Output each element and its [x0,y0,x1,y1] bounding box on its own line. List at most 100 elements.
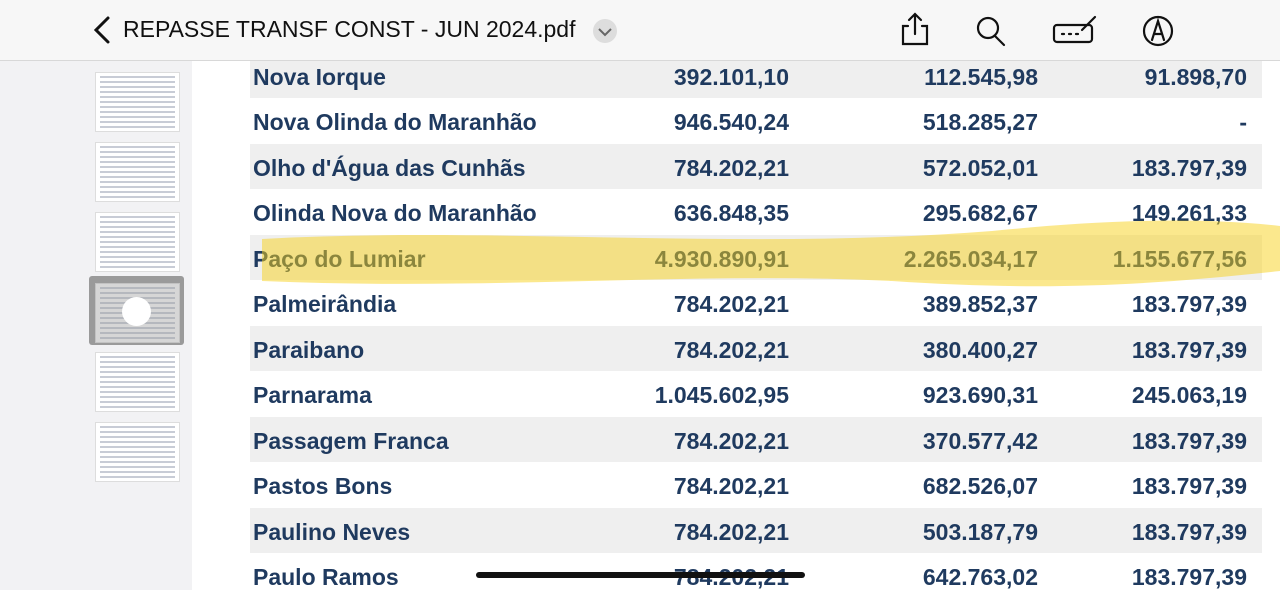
table-row: Paço do Lumiar 4.930.890,91 2.265.034,17 1.… [250,234,1262,280]
markup-button[interactable] [1142,15,1174,47]
table-row: Olinda Nova do Maranhão 636.848,35 295.682… [250,189,1262,235]
document-title: REPASSE TRANSF CONST - JUN 2024.pdf [123,16,576,42]
thumbnail-line [100,406,175,408]
thumbnail-line [100,246,175,248]
title-menu[interactable] [593,19,617,43]
table-row: Olho d'Água das Cunhãs 784.202,21 572.052,… [250,143,1262,189]
thumbnail-line [100,111,175,113]
amount: 4.930.890,91 [654,245,789,272]
thumbnail-line [100,181,175,183]
thumbnail-line [100,161,175,163]
amount: 1.045.602,95 [654,382,789,408]
table-row: Paraibano 784.202,21 380.400,27 183.797,39 [250,325,1262,371]
amount: 946.540,24 [673,109,789,135]
thumbnail-line [100,151,175,153]
thumbnail-line [100,446,175,448]
thumbnail-line [100,101,175,103]
amount: 518.285,27 [922,109,1038,135]
thumbnail-line [100,292,175,294]
amount: 183.797,39 [1131,154,1247,181]
toolbar: REPASSE TRANSF CONST - JUN 2024.pdf [0,0,1280,61]
page-thumbnail[interactable] [95,352,180,412]
municipality-name: Paço do Lumiar [253,245,426,272]
thumbnail-line [100,261,175,263]
amount: 183.797,39 [1131,473,1247,499]
thumbnail-line [100,461,175,463]
amount: 503.187,79 [922,518,1038,545]
amount: 183.797,39 [1131,336,1247,363]
thumbnail-line [100,76,175,78]
thumbnail-line [100,156,175,158]
amount: 642.763,02 [922,564,1038,590]
amount: 295.682,67 [922,200,1038,226]
page-thumbnail[interactable] [95,142,180,202]
thumbnail-line [100,91,175,93]
amount: 149.261,33 [1131,200,1247,226]
thumbnail-line [100,191,175,193]
page-thumbnail[interactable] [95,212,180,272]
thumbnail-line [100,466,175,468]
amount: 91.898,70 [1144,63,1247,90]
amount: 245.063,19 [1131,382,1247,408]
thumbnail-line [100,106,175,108]
municipality-name: Paraibano [253,336,365,363]
table-row: Nova Olinda do Maranhão 946.540,24 518.285… [250,98,1262,144]
thumbnail-line [100,96,175,98]
page-thumbnail[interactable] [95,422,180,482]
thumbnail-line [100,436,175,438]
share-button[interactable] [901,12,929,46]
thumbnail-line [100,376,175,378]
amount: 1.155.677,56 [1112,245,1247,272]
thumbnail-line [100,391,175,393]
edit-button[interactable] [1052,15,1097,44]
thumbnail-line [100,371,175,373]
table-row: Paulo Ramos784.202,21642.763,02183.797,3… [250,553,1262,590]
municipality-name: Passagem Franca [253,427,449,454]
table-row: Palmeirândia 784.202,21 389.852,37 183.797,… [250,280,1262,326]
search-button[interactable] [976,16,1006,47]
page-options[interactable] [122,297,151,326]
municipality-name: Paulino Neves [253,518,411,545]
amount: 682.526,07 [922,473,1038,499]
thumbnail-line [100,216,175,218]
amount: 112.545,98 [924,63,1038,90]
home-indicator [476,572,805,578]
amount: 183.797,39 [1131,427,1247,454]
municipality-name: Pastos Bons [253,473,393,499]
thumbnail-line [100,86,175,88]
municipality-name: Parnarama [253,382,372,408]
amount: 370.577,42 [922,427,1038,454]
thumbnail-line [100,332,175,334]
table-row: Pastos Bons 784.202,21 682.526,07 183.797,3… [250,462,1262,508]
table-row: Parnarama 1.045.602,95 923.690,31 245.063,1… [250,371,1262,417]
thumbnail-line [100,166,175,168]
toolbar-icons [93,12,1174,47]
amount: 784.202,21 [673,291,789,317]
amount: 392.101,10 [673,63,789,90]
back-button[interactable] [93,16,110,44]
thumbnail-line [100,121,175,123]
thumbnail-line [100,171,175,173]
thumbnail-line [100,441,175,443]
thumbnail-line [100,476,175,478]
thumbnail-line [100,287,175,289]
thumbnail-line [100,231,175,233]
thumbnail-line [100,126,175,128]
municipality-name: Palmeirândia [253,291,397,317]
thumbnail-line [100,456,175,458]
amount: 389.852,37 [922,291,1038,317]
municipality-name: Nova Iorque [253,63,386,90]
table-row: Paulino Neves 784.202,21 503.187,79 183.797… [250,507,1262,553]
thumbnail-line [100,146,175,148]
thumbnail-line [100,356,175,358]
thumbnail-line [100,366,175,368]
table-row: Nova Iorque 392.101,10 112.545,98 91.898,70 [250,61,1262,98]
page-thumbnail[interactable] [95,72,180,132]
amount: 784.202,21 [673,473,789,499]
thumbnail-line [100,451,175,453]
thumbnail-line [100,401,175,403]
thumbnail-line [100,251,175,253]
municipality-name: Olinda Nova do Maranhão [253,200,537,226]
municipality-name: Olho d'Água das Cunhãs [253,154,526,181]
